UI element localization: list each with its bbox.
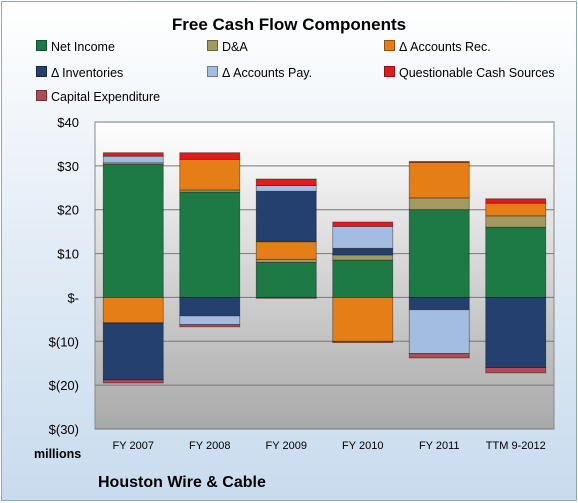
legend-item-inventories: Δ Inventories <box>36 66 123 80</box>
x-tick-label: FY 2010 <box>342 440 383 452</box>
legend-swatch <box>36 90 47 101</box>
legend-swatch <box>36 66 47 77</box>
legend-label: Δ Accounts Rec. <box>399 40 491 54</box>
y-tick-label: $20 <box>57 203 79 218</box>
legend-swatch <box>384 40 395 51</box>
bar-segment-accounts-pay <box>255 185 317 192</box>
bar-segment-accounts-rec <box>332 297 394 342</box>
bar-segment-capital-expenditure <box>332 340 394 344</box>
bar-segment-net-income <box>408 209 470 298</box>
bar-segment-capital-expenditure <box>408 353 470 359</box>
bar-segment-accounts-pay <box>102 155 164 164</box>
bar-segment-inventories <box>255 190 317 243</box>
bar-segment-accounts-rec <box>255 241 317 260</box>
x-tick-label: FY 2011 <box>419 440 460 452</box>
bar-segment-accounts-pay <box>179 315 241 326</box>
legend-label: Δ Inventories <box>51 66 124 80</box>
y-tick-label: $- <box>67 290 79 305</box>
bar-segment-net-income <box>255 261 317 298</box>
plot-area <box>94 121 555 430</box>
legend-item-accounts-pay: Δ Accounts Pay. <box>207 66 312 80</box>
bar-segment-capital-expenditure <box>485 367 547 374</box>
chart-title: Free Cash Flow Components <box>171 15 407 34</box>
bar-segment-capital-expenditure <box>255 297 317 299</box>
bar-segment-questionable-cash-sources <box>102 152 164 157</box>
bar-segment-net-income <box>485 226 547 298</box>
bar-segment-d-a <box>332 254 394 261</box>
x-tick-label: FY 2009 <box>266 440 307 452</box>
legend-item-questionable-cash-sources: Questionable Cash Sources <box>384 66 555 80</box>
y-tick-label: $(20) <box>49 378 79 393</box>
legend-label: Δ Accounts Pay. <box>222 66 313 80</box>
legend-swatch <box>36 40 47 51</box>
legend-item-capital-expenditure: Capital Expenditure <box>36 90 160 104</box>
bar-segment-questionable-cash-sources <box>485 198 547 204</box>
bar-segment-d-a <box>179 189 241 193</box>
legend-item-d-a: D&A <box>207 40 248 54</box>
legend-label: Questionable Cash Sources <box>399 66 555 80</box>
bar-segment-accounts-pay <box>332 225 394 249</box>
bar-segment-capital-expenditure <box>179 324 241 328</box>
bar-segment-net-income <box>332 259 394 298</box>
x-tick-label: TTM 9-2012 <box>486 440 546 452</box>
y-tick-label: $30 <box>57 159 79 174</box>
bar-segment-inventories <box>102 322 164 381</box>
y-tick-label: $(10) <box>49 334 79 349</box>
bar-segment-d-a <box>485 215 547 228</box>
bar-segment-inventories <box>485 297 547 368</box>
bar-segment-capital-expenditure <box>102 379 164 384</box>
bar-segment-net-income <box>102 164 164 298</box>
company-name: Houston Wire & Cable <box>98 474 266 491</box>
bar-segment-accounts-rec <box>102 297 164 324</box>
bar-segment-accounts-rec <box>485 202 547 217</box>
x-tick-label: FY 2007 <box>113 440 154 452</box>
bar-segment-inventories <box>408 297 470 311</box>
bar-segment-accounts-rec <box>179 158 241 191</box>
bar-segment-questionable-cash-sources <box>332 221 394 227</box>
bar-segment-net-income <box>179 191 241 298</box>
legend-swatch <box>207 66 218 77</box>
legend-item-net-income: Net Income <box>36 40 115 54</box>
bar-segment-inventories <box>179 297 241 317</box>
legend-label: Net Income <box>51 40 115 54</box>
y-tick-label: $10 <box>57 247 79 262</box>
bar-segment-questionable-cash-sources <box>179 152 241 160</box>
y-axis-units-label: millions <box>34 447 82 461</box>
bar-segment-accounts-rec <box>408 161 470 199</box>
bar-segment-questionable-cash-sources <box>255 178 317 186</box>
bar-segment-inventories <box>332 247 394 256</box>
bar-segment-d-a <box>408 197 470 211</box>
x-tick-label: FY 2008 <box>189 440 230 452</box>
y-tick-label: $(30) <box>49 422 79 437</box>
legend-label: Capital Expenditure <box>51 90 161 104</box>
y-tick-label: $40 <box>57 115 79 130</box>
legend-swatch <box>207 40 218 51</box>
bar-segment-questionable-cash-sources <box>408 161 470 163</box>
bar-segment-accounts-pay <box>408 309 470 354</box>
legend-swatch <box>384 66 395 77</box>
bar-segment-d-a <box>255 258 317 263</box>
legend-label: D&A <box>222 40 248 54</box>
legend-item-accounts-rec: Δ Accounts Rec. <box>384 40 491 54</box>
